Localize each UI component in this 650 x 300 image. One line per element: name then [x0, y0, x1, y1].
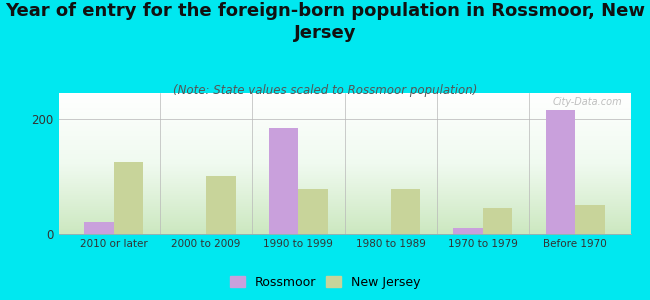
Bar — [545, 110, 575, 234]
Bar — [114, 162, 144, 234]
Bar — [206, 176, 236, 234]
Bar — [84, 223, 114, 234]
Bar — [298, 189, 328, 234]
Text: Year of entry for the foreign-born population in Rossmoor, New
Jersey: Year of entry for the foreign-born popul… — [5, 2, 645, 42]
Bar — [269, 128, 298, 234]
Text: City-Data.com: City-Data.com — [552, 97, 622, 107]
Bar — [575, 205, 604, 234]
Legend: Rossmoor, New Jersey: Rossmoor, New Jersey — [224, 271, 426, 294]
Text: (Note: State values scaled to Rossmoor population): (Note: State values scaled to Rossmoor p… — [173, 84, 477, 97]
Bar — [453, 228, 483, 234]
Bar — [483, 208, 512, 234]
Bar — [391, 189, 420, 234]
